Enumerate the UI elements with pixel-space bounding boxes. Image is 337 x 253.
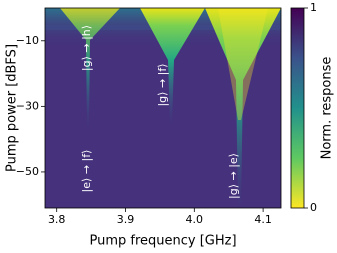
y-tick-label: −30	[16, 99, 39, 112]
y-tick-label: −10	[16, 34, 39, 47]
colorbar-tick-label: 0	[310, 201, 317, 214]
resonance	[218, 8, 268, 120]
colorbar	[290, 7, 305, 209]
resonance	[205, 8, 281, 208]
x-tick-label: 4.1	[254, 213, 272, 226]
heatmap	[45, 8, 281, 208]
colorbar-tick-label: 1	[310, 1, 317, 14]
annotation: |g⟩ → |h⟩	[80, 25, 93, 71]
resonance	[140, 8, 205, 125]
plot-frame	[44, 7, 282, 209]
y-tick-label: −50	[16, 165, 39, 178]
annotation: |g⟩ → |e⟩	[227, 153, 240, 199]
x-tick-label: 4.0	[186, 213, 204, 226]
x-axis-label: Pump frequency [GHz]	[89, 234, 236, 249]
y-axis-label: Pump power [dBFS]	[5, 44, 20, 172]
annotation: |g⟩ → |f⟩	[156, 63, 169, 106]
x-tick-label: 3.9	[117, 213, 135, 226]
annotation: |e⟩ → |f⟩	[80, 150, 93, 193]
x-tick-label: 3.8	[48, 213, 66, 226]
colorbar-label: Norm. response	[320, 57, 335, 160]
resonance	[60, 8, 120, 130]
